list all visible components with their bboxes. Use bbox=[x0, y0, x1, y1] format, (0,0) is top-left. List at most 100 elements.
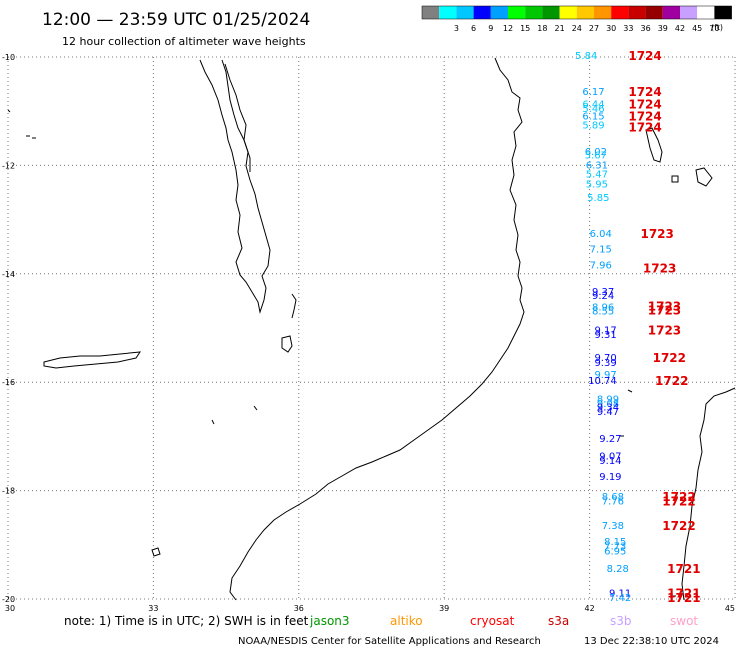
comoros-island-3 bbox=[671, 175, 679, 183]
satellite-name-jason3: jason3 bbox=[309, 614, 350, 628]
comoros-island-1 bbox=[645, 127, 663, 163]
swh-value-label: 7.76 bbox=[602, 496, 624, 507]
lat-tick-label: -16 bbox=[2, 378, 15, 387]
cycle-number-label: 1721 bbox=[667, 591, 700, 605]
legend-swatch bbox=[628, 6, 646, 19]
speck-5 bbox=[211, 419, 215, 425]
speck-8 bbox=[627, 389, 633, 393]
mozambique-coastline bbox=[229, 57, 525, 601]
lat-tick-label: -10 bbox=[2, 53, 15, 62]
swh-value-label: 8.28 bbox=[607, 564, 629, 575]
legend-swatch-label: 21 bbox=[555, 24, 565, 33]
legend-swatch bbox=[542, 6, 560, 19]
legend-swatch bbox=[680, 6, 698, 19]
swh-value-label: 5.95 bbox=[586, 179, 608, 190]
legend-swatch-label: 9 bbox=[488, 24, 493, 33]
swh-value-label: 5.46 bbox=[582, 104, 604, 115]
swh-value-label: 9.14 bbox=[599, 456, 621, 467]
satellite-legend: jason3 altiko cryosat s3a s3b swot bbox=[309, 614, 698, 628]
map-subtitle: 12 hour collection of altimeter wave hei… bbox=[62, 35, 306, 48]
swh-value-label: 6.31 bbox=[586, 160, 608, 171]
legend-swatch-label: 39 bbox=[658, 24, 668, 33]
cycle-number-label: 1722 bbox=[662, 494, 695, 508]
cycle-number-label: 1722 bbox=[653, 351, 686, 365]
legend-swatch-label: 3 bbox=[454, 24, 459, 33]
cycle-number-label: 1722 bbox=[662, 519, 695, 533]
satellite-name-cryosat: cryosat bbox=[470, 614, 515, 628]
cycle-number-label: 1724 bbox=[628, 120, 661, 134]
legend-swatch bbox=[473, 6, 491, 19]
speck-3 bbox=[7, 109, 11, 113]
madagascar-coastline bbox=[681, 387, 736, 601]
color-legend: 3 6 9 12 15 18 21 24 27 30 33 36 39 42 45 70 bbox=[421, 5, 732, 33]
legend-swatch bbox=[525, 6, 543, 19]
legend-swatch-label: 27 bbox=[589, 24, 599, 33]
swh-value-label: 9.19 bbox=[599, 472, 621, 483]
swh-value-label: 5.47 bbox=[586, 170, 608, 181]
swh-value-label: 8.15 bbox=[604, 537, 626, 548]
swh-value-label: 9.24 bbox=[592, 291, 614, 302]
cycle-number-label: 1724 bbox=[628, 49, 661, 63]
swh-value-label: 5.89 bbox=[582, 120, 604, 131]
satellite-name-s3b: s3b bbox=[610, 614, 632, 628]
cycle-number-label: 1723 bbox=[643, 261, 676, 275]
lon-tick-label: 30 bbox=[5, 604, 15, 613]
legend-swatch bbox=[594, 6, 612, 19]
legend-border bbox=[421, 5, 732, 20]
cycle-number-label: 1724 bbox=[628, 110, 661, 124]
swh-value-label: 6.17 bbox=[582, 87, 604, 98]
legend-swatch-label: 18 bbox=[537, 24, 547, 33]
small-lake bbox=[281, 335, 293, 353]
swh-value-label: 7.38 bbox=[602, 521, 624, 532]
legend-swatch bbox=[576, 6, 594, 19]
legend-swatch-label: 24 bbox=[572, 24, 582, 33]
swh-value-label: 7.73 bbox=[604, 541, 626, 552]
satellite-name-altiko: altiko bbox=[390, 614, 423, 628]
cycle-number-label: 1723 bbox=[648, 304, 681, 318]
lat-tick-label: -18 bbox=[2, 487, 15, 496]
wave-height-labels: 5.84 6.17 6.445.466.155.89 6.025.676.315.47… bbox=[575, 51, 631, 604]
cycle-number-label: 1724 bbox=[628, 98, 661, 112]
map-background bbox=[8, 57, 735, 599]
legend-swatch-label: 42 bbox=[675, 24, 685, 33]
legend-swatch bbox=[714, 6, 732, 19]
legend-swatch-label: 12 bbox=[503, 24, 513, 33]
swh-value-label: 9.31 bbox=[594, 330, 616, 341]
swh-value-label: 9.70 bbox=[594, 353, 616, 364]
legend-swatch bbox=[508, 6, 526, 19]
swh-value-label: 7.96 bbox=[590, 261, 612, 272]
legend-swatch bbox=[697, 6, 715, 19]
swh-value-label: 9.07 bbox=[599, 451, 621, 462]
legend-swatch-label: 45 bbox=[692, 24, 702, 33]
swh-value-label: 9.11 bbox=[609, 589, 631, 600]
map-title: 12:00 — 23:59 UTC 01/25/2024 bbox=[42, 10, 310, 30]
swh-value-label: 6.02 bbox=[585, 147, 607, 158]
speck-6 bbox=[151, 547, 161, 557]
swh-value-label: 5.67 bbox=[585, 151, 607, 162]
swh-value-label: 8.96 bbox=[592, 302, 614, 313]
swh-value-label: 6.44 bbox=[582, 100, 604, 111]
footer-credit: NOAA/NESDIS Center for Satellite Applica… bbox=[238, 636, 541, 647]
legend-swatch bbox=[439, 6, 457, 19]
lon-tick-label: 42 bbox=[585, 604, 595, 613]
lat-tick-label: -20 bbox=[2, 595, 15, 604]
lat-tick-label: -14 bbox=[2, 270, 15, 279]
swh-value-label: 9.97 bbox=[594, 370, 616, 381]
satellite-name-s3a: s3a bbox=[548, 614, 569, 628]
legend-swatch-label: 33 bbox=[623, 24, 633, 33]
lake-inner-outline bbox=[224, 63, 251, 172]
legend-swatch bbox=[456, 6, 474, 19]
legend-swatch-label: 36 bbox=[641, 24, 651, 33]
legend-swatch-label: 6 bbox=[471, 24, 476, 33]
river-segment bbox=[291, 293, 297, 319]
swh-value-label: 9.37 bbox=[592, 287, 614, 298]
cycle-number-label: 1722 bbox=[655, 374, 688, 388]
swh-value-label: 9.08 bbox=[597, 399, 619, 410]
swh-value-label: 5.84 bbox=[575, 51, 597, 62]
cycle-number-label: 1724 bbox=[628, 85, 661, 99]
legend-swatch bbox=[611, 6, 629, 19]
swh-value-label: 9.27 bbox=[599, 434, 621, 445]
swh-value-label: 10.74 bbox=[588, 376, 617, 387]
speck-4 bbox=[253, 405, 258, 411]
